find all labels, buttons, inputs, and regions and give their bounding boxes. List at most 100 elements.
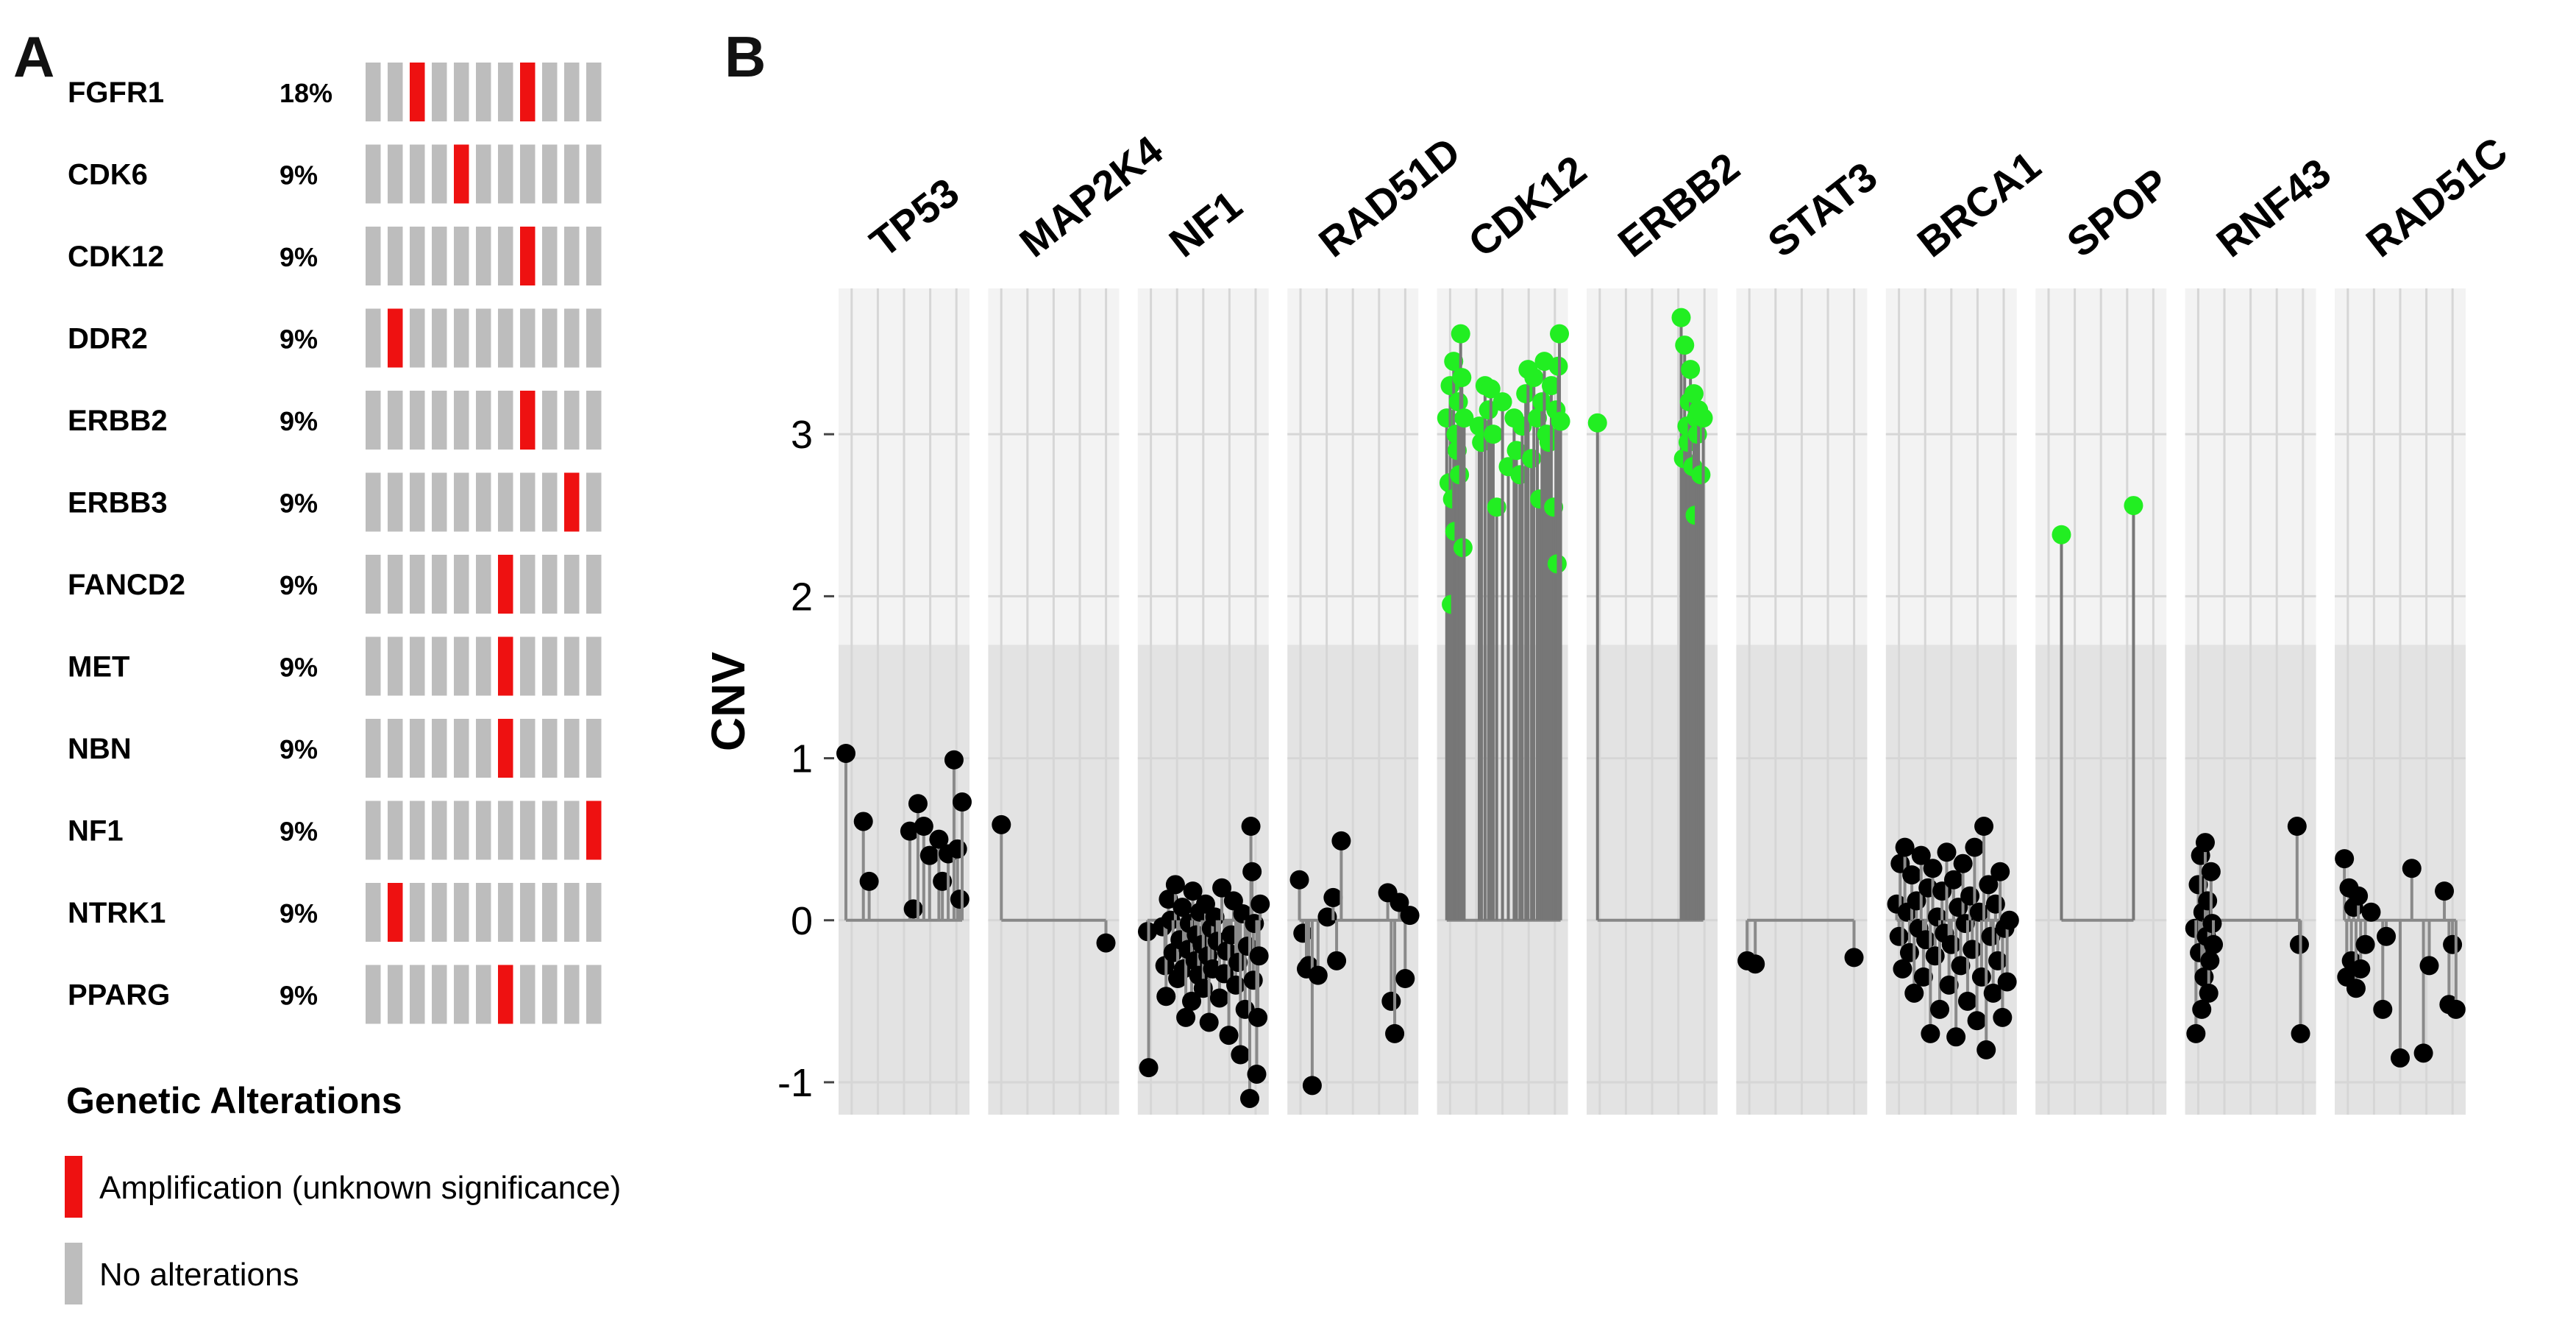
no-alteration-cell xyxy=(542,227,558,285)
data-point xyxy=(1587,413,1607,433)
no-alteration-cell xyxy=(498,227,513,285)
gene-label: NBN xyxy=(68,733,132,765)
gene-label: CDK12 xyxy=(68,241,164,273)
no-alteration-cell xyxy=(476,801,491,860)
no-alteration-cell xyxy=(454,472,469,532)
data-point xyxy=(1541,376,1561,396)
no-alteration-cell xyxy=(410,227,425,285)
gene-label: DDR2 xyxy=(68,323,148,355)
data-point xyxy=(2287,817,2307,837)
no-alteration-cell xyxy=(366,308,381,368)
no-alteration-cell xyxy=(542,391,558,450)
data-point xyxy=(1159,890,1178,909)
no-alteration-cell xyxy=(542,472,558,532)
no-alteration-cell xyxy=(542,636,558,696)
data-point xyxy=(1390,892,1409,912)
amplification-cell xyxy=(520,63,536,121)
no-alteration-cell xyxy=(388,63,403,121)
facet-label: RAD51D xyxy=(1310,128,1468,266)
no-alteration-cell xyxy=(586,227,602,285)
no-alteration-cell xyxy=(432,472,447,532)
panel-b-label: B xyxy=(725,24,766,89)
data-point xyxy=(1323,887,1343,907)
data-point xyxy=(908,794,928,814)
data-point xyxy=(836,743,855,763)
data-point xyxy=(1551,411,1570,431)
facet-map2k4: MAP2K4 xyxy=(988,127,1171,1115)
data-point xyxy=(1974,817,1994,837)
no-alteration-cell xyxy=(388,636,403,696)
gene-label: FANCD2 xyxy=(68,569,185,601)
percent-label: 9% xyxy=(280,406,318,436)
amplification-cell xyxy=(498,719,513,778)
no-alteration-cell xyxy=(432,227,447,285)
no-alteration-cell xyxy=(432,555,447,614)
legend-label: No alterations xyxy=(99,1257,299,1293)
oncoprint-chart: FGFR1 18% CDK6 9% CDK12 9% DDR2 9% ERBB2 9% ERBB3 9… xyxy=(65,63,621,1304)
no-alteration-cell xyxy=(498,472,513,532)
no-alteration-cell xyxy=(520,472,536,532)
data-point xyxy=(2188,875,2208,895)
facet-rad51d: RAD51D xyxy=(1287,128,1468,1115)
data-point xyxy=(1209,988,1229,1008)
amplification-cell xyxy=(388,308,403,368)
data-point xyxy=(1916,930,1936,950)
data-point xyxy=(1096,933,1116,953)
no-alteration-cell xyxy=(410,719,425,778)
data-point xyxy=(1308,965,1328,985)
data-point xyxy=(2391,1048,2410,1068)
percent-label: 9% xyxy=(280,817,318,847)
facet-label: CDK12 xyxy=(1460,146,1595,266)
data-point xyxy=(1681,360,1701,380)
no-alteration-cell xyxy=(366,555,381,614)
no-alteration-cell xyxy=(520,801,536,860)
data-point xyxy=(1385,1023,1405,1043)
data-point xyxy=(1451,324,1470,344)
data-point xyxy=(1248,1007,1268,1027)
facet-rad51c: RAD51C xyxy=(2335,128,2516,1115)
legend-swatch xyxy=(65,1243,82,1304)
data-point xyxy=(2192,999,2212,1019)
percent-label: 9% xyxy=(280,653,318,683)
data-point xyxy=(1969,902,1989,922)
data-point xyxy=(2195,833,2215,853)
facet-tp53: TP53 xyxy=(836,168,972,1115)
no-alteration-cell xyxy=(410,391,425,450)
data-point xyxy=(1913,967,1933,987)
data-point xyxy=(1381,991,1401,1011)
no-alteration-cell xyxy=(498,63,513,121)
data-point xyxy=(1212,878,1232,898)
no-alteration-cell xyxy=(586,308,602,368)
data-point xyxy=(2351,959,2371,979)
data-point xyxy=(1516,384,1536,404)
no-alteration-cell xyxy=(366,719,381,778)
no-alteration-cell xyxy=(454,965,469,1024)
data-point xyxy=(1492,392,1512,412)
facet-label: STAT3 xyxy=(1759,153,1885,266)
data-point xyxy=(1327,951,1347,970)
no-alteration-cell xyxy=(520,636,536,696)
data-point xyxy=(1684,384,1704,404)
no-alteration-cell xyxy=(366,883,381,942)
facet-erbb2: ERBB2 xyxy=(1587,143,1748,1115)
data-point xyxy=(1985,894,2005,914)
data-point xyxy=(1979,875,1999,895)
data-point xyxy=(1999,910,2019,930)
data-point xyxy=(1963,940,1982,959)
no-alteration-cell xyxy=(366,391,381,450)
facet-cdk12: CDK12 xyxy=(1437,146,1595,1115)
no-alteration-cell xyxy=(454,308,469,368)
data-point xyxy=(2186,1023,2206,1043)
facet-label: MAP2K4 xyxy=(1011,127,1171,266)
data-point xyxy=(1173,898,1192,917)
no-alteration-cell xyxy=(432,391,447,450)
data-point xyxy=(1183,881,1203,901)
percent-label: 9% xyxy=(280,570,318,600)
gene-label: PPARG xyxy=(68,979,170,1012)
no-alteration-cell xyxy=(366,144,381,204)
no-alteration-cell xyxy=(542,308,558,368)
no-alteration-cell xyxy=(476,144,491,204)
no-alteration-cell xyxy=(520,965,536,1024)
no-alteration-cell xyxy=(410,883,425,942)
no-alteration-cell xyxy=(366,472,381,532)
